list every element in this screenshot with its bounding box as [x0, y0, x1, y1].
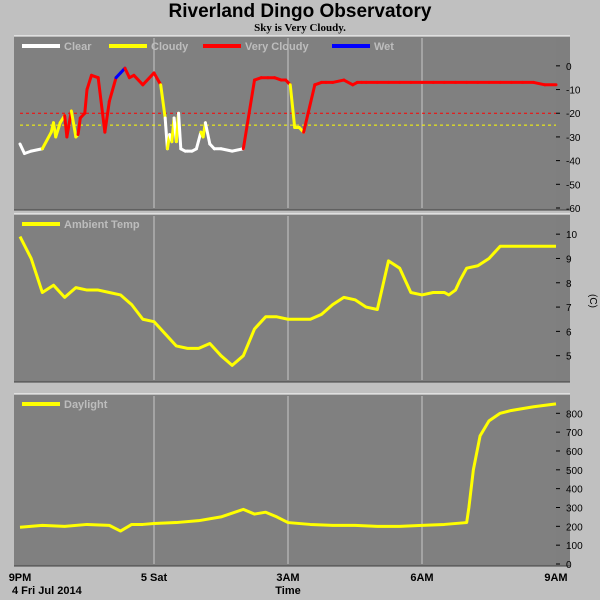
series-segment: [96, 76, 107, 134]
series-segment: [306, 83, 317, 115]
series-segment: [85, 73, 93, 92]
series-line: [19, 402, 557, 533]
series-segment: [219, 147, 234, 153]
chart-subtitle: Sky is Very Cloudy.: [254, 22, 346, 34]
series-segment: [54, 121, 62, 139]
series-segment: [177, 111, 183, 151]
y-tick-label: 9: [566, 254, 572, 265]
y-tick-label: 800: [566, 409, 583, 420]
legend-label: Wet: [374, 41, 394, 53]
series-segment: [40, 130, 53, 151]
x-date-label: 4 Fri Jul 2014: [12, 585, 83, 597]
y-tick-label: 100: [566, 541, 583, 552]
y-tick-label: -10: [566, 86, 581, 97]
series-segment: [103, 99, 111, 134]
series-segment: [342, 78, 355, 87]
y-tick-label: 8: [566, 279, 572, 290]
series-segment: [76, 116, 82, 137]
legend-label: Daylight: [64, 399, 108, 411]
chart-panel-daylight: 0 100 200 300 400 500 600 700 800 Daylight: [14, 393, 583, 571]
y-tick-label: -60: [566, 204, 581, 215]
series-segment: [203, 121, 212, 146]
y-tick-label: -30: [566, 133, 581, 144]
series-segment: [123, 66, 131, 80]
legend-label: Ambient Temp: [64, 219, 140, 231]
series-segment: [331, 78, 346, 84]
y-tick-label: 0: [566, 62, 572, 73]
series-segment: [302, 111, 310, 134]
y-tick-label: -40: [566, 157, 581, 168]
chart-title: Riverland Dingo Observatory: [168, 1, 432, 22]
series-line: [18, 235, 556, 367]
series-segment: [83, 88, 89, 115]
chart-panel-ambient-temp: 5 6 7 8 9 10 (C) Ambient Temp: [14, 213, 598, 383]
y-tick-label: 5: [566, 352, 572, 363]
y-tick-label: 500: [566, 466, 583, 477]
legend-label: Clear: [64, 41, 92, 53]
y-tick-label: 300: [566, 503, 583, 514]
series-segment: [107, 76, 118, 103]
unit-label: (C): [587, 294, 598, 308]
x-axis-title: Time: [275, 585, 300, 597]
series-segment: [18, 142, 26, 156]
y-tick-label: -20: [566, 109, 581, 120]
y-tick-label: 600: [566, 447, 583, 458]
y-tick-label: 0: [566, 560, 572, 571]
series-segment: [159, 83, 167, 120]
legend-label: Cloudy: [151, 41, 189, 53]
series-segment: [152, 71, 163, 87]
y-tick-label: -50: [566, 180, 581, 191]
x-tick-label: 9PM: [9, 572, 32, 584]
series-segment: [532, 80, 547, 87]
y-tick-label: 200: [566, 522, 583, 533]
x-tick-label: 5 Sat: [141, 572, 168, 584]
x-tick-label: 6AM: [410, 572, 433, 584]
series-segment: [69, 109, 78, 139]
series-segment: [141, 71, 156, 87]
series-segment: [230, 147, 245, 153]
y-tick-label: 10: [566, 230, 578, 241]
chart-panel-sky: 0 -10 -20 -30 -40 -50 -60 Clear Cloudy Very Cloud…: [14, 35, 581, 215]
series-segment: [241, 78, 256, 151]
x-axis: 9PM 5 Sat 3AM 6AM 9AM 4 Fri Jul 2014 Time: [9, 572, 568, 597]
series-segment: [29, 147, 44, 153]
legend-label: Very Cloudy: [245, 41, 309, 53]
y-tick-label: 7: [566, 303, 572, 314]
x-tick-label: 9AM: [544, 572, 567, 584]
y-tick-label: 400: [566, 485, 583, 496]
y-tick-label: 6: [566, 327, 572, 338]
series-segment: [194, 130, 203, 151]
series-segment: [132, 73, 145, 87]
series-segment: [288, 83, 297, 129]
x-tick-label: 3AM: [276, 572, 299, 584]
y-tick-label: 700: [566, 428, 583, 439]
